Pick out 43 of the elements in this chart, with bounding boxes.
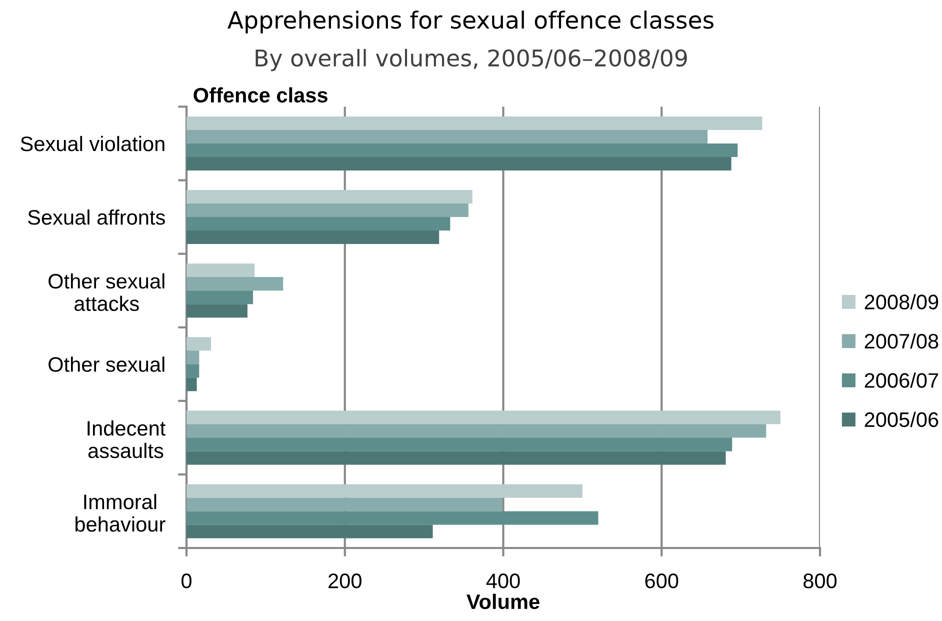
x-tick-label: 200 bbox=[328, 574, 362, 588]
bar bbox=[186, 451, 726, 465]
y-tick-label: Sexual affronts bbox=[28, 209, 165, 225]
bar bbox=[186, 217, 450, 231]
bar bbox=[186, 337, 212, 351]
y-tick-label: Other sexual bbox=[48, 356, 164, 372]
bar bbox=[186, 484, 582, 498]
bar bbox=[186, 438, 732, 452]
legend-label: 2005/06 bbox=[864, 412, 938, 428]
bar bbox=[186, 204, 468, 218]
bar bbox=[186, 378, 197, 392]
bar bbox=[186, 424, 766, 438]
x-tick-label: 400 bbox=[486, 574, 520, 588]
y-tick-label: Other sexual attacks bbox=[48, 273, 164, 312]
bar bbox=[186, 524, 433, 538]
x-tick-label: 600 bbox=[645, 574, 678, 588]
y-axis-title: Offence class bbox=[194, 87, 328, 103]
bar bbox=[186, 304, 248, 318]
legend-label: 2008/09 bbox=[864, 294, 938, 310]
legend-label: 2007/08 bbox=[864, 333, 938, 349]
bar bbox=[186, 143, 738, 157]
bar bbox=[186, 290, 254, 304]
bar bbox=[186, 230, 440, 244]
bar bbox=[186, 116, 762, 130]
bar bbox=[186, 498, 502, 512]
bar bbox=[186, 364, 200, 378]
y-tick-label: Sexual violation bbox=[20, 136, 164, 152]
bar bbox=[186, 156, 732, 171]
chart-subtitle: By overall volumes, 2005/06–2008/09 bbox=[256, 48, 687, 72]
chart-title: Apprehensions for sexual offence classes bbox=[228, 10, 714, 34]
x-axis-title: Volume bbox=[466, 594, 540, 610]
bar bbox=[186, 190, 472, 204]
bar bbox=[186, 130, 708, 144]
y-tick-label: Indecent assaults bbox=[88, 420, 166, 458]
bar bbox=[186, 264, 255, 278]
y-tick-label: Immoral behaviour bbox=[76, 494, 166, 532]
bar bbox=[186, 350, 200, 364]
x-tick-label: 800 bbox=[804, 574, 837, 588]
legend-label: 2006/07 bbox=[864, 372, 938, 388]
x-tick-label: 0 bbox=[182, 574, 192, 588]
bar bbox=[186, 410, 780, 424]
bar bbox=[186, 511, 598, 525]
bar bbox=[186, 277, 284, 291]
